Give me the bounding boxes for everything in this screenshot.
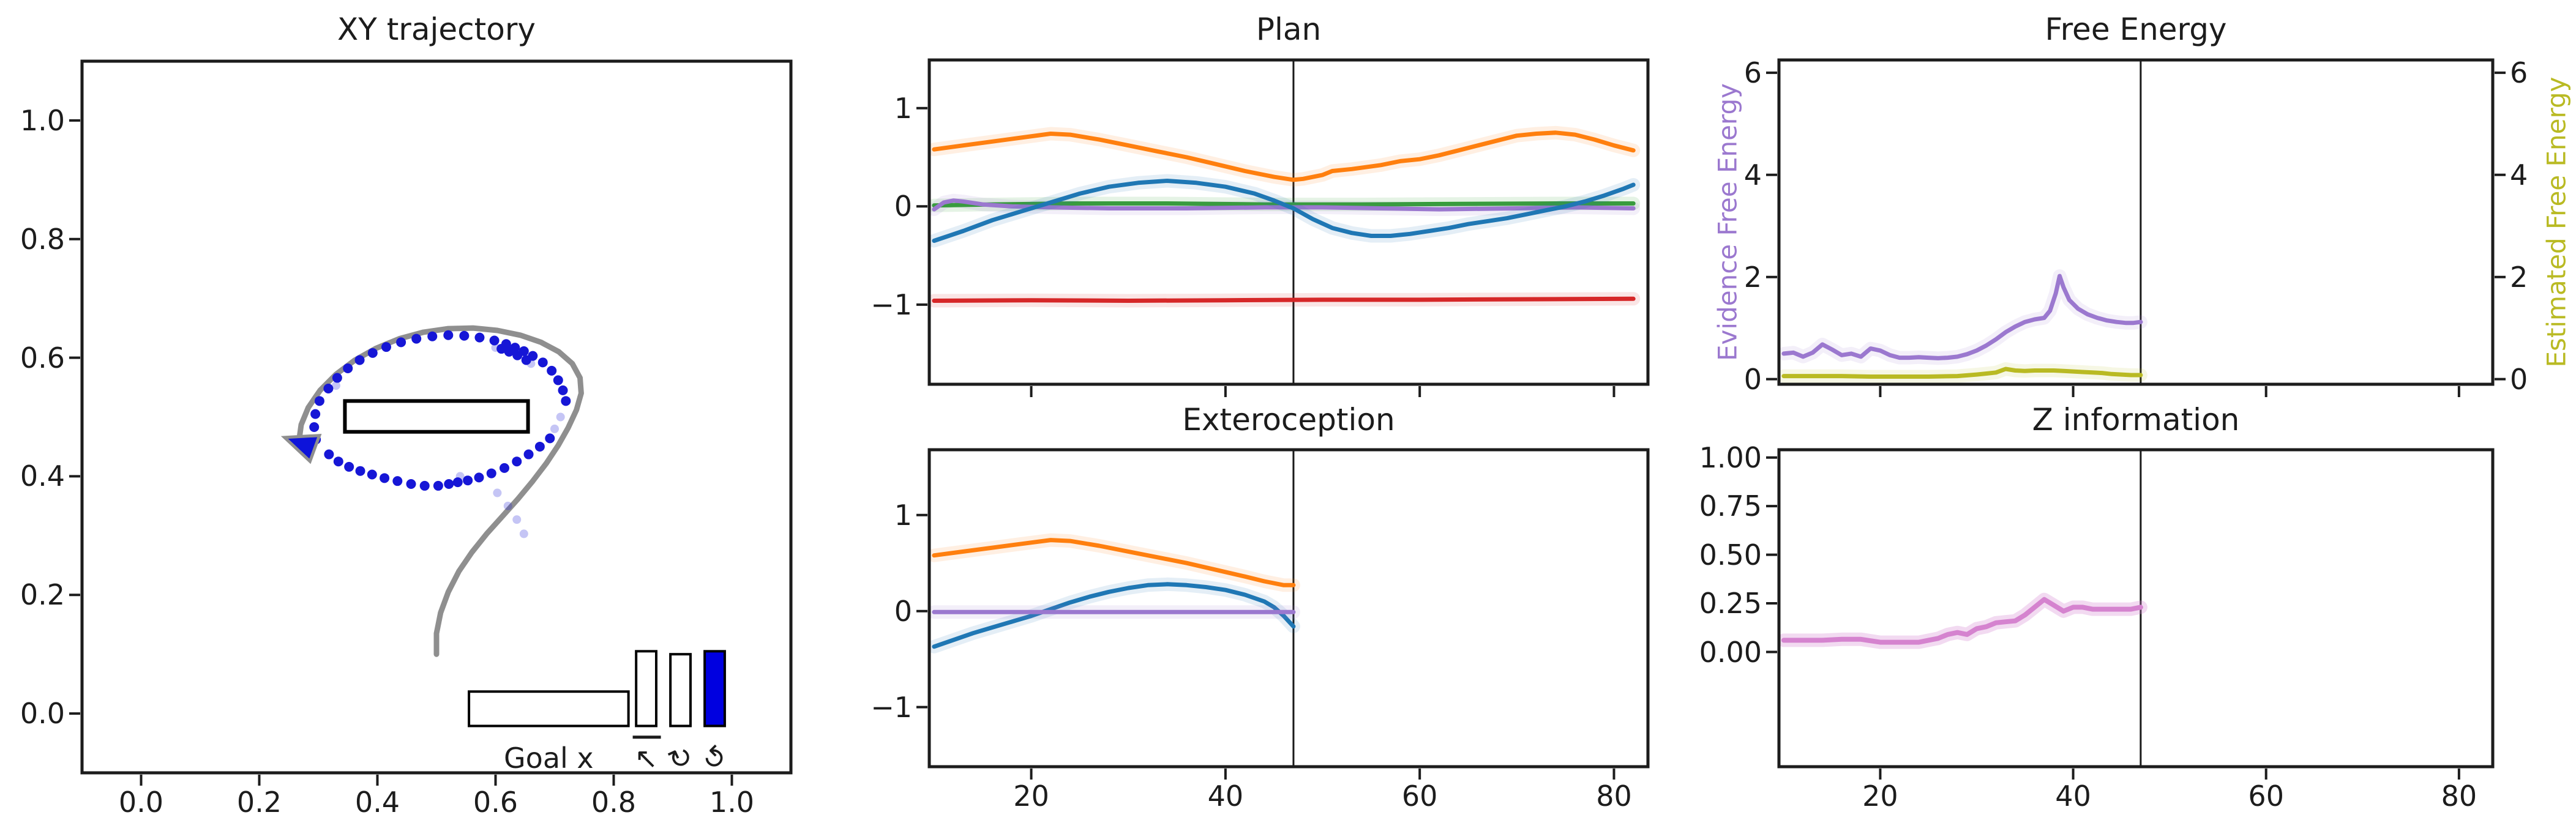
free_energy-series-estimated_free_energy — [1781, 367, 2143, 379]
belief-position-dot — [323, 383, 334, 393]
belief-position-dot — [396, 337, 406, 348]
belief-position-dot — [310, 409, 321, 419]
free_energy-plot-area — [1779, 60, 2147, 384]
xy_trajectory-axes-spines — [80, 59, 793, 775]
belief-position-dot — [489, 335, 500, 346]
predicted-position-dot — [556, 412, 565, 422]
action-icon-0-icon: ↖ — [634, 742, 658, 775]
belief-position-dot — [380, 473, 390, 483]
ylabel-evidence-free-energy: Evidence Free Energy — [1712, 83, 1743, 361]
belief-position-dot — [367, 348, 378, 358]
plan-series-green — [932, 201, 1636, 208]
ylabel-estimated-free-energy: Estimated Free Energy — [2541, 76, 2572, 368]
belief-position-dot — [427, 331, 438, 341]
belief-position-dot — [561, 396, 571, 406]
belief-position-dot — [452, 477, 463, 488]
xy_trajectory-plot-area: Goal x ↖ ↻↺ — [280, 325, 735, 775]
exteroception-series-orange — [932, 538, 1296, 587]
belief-position-dot — [558, 385, 568, 395]
exteroception-plot-area — [929, 450, 1300, 767]
predicted-position-dot — [331, 381, 340, 390]
belief-position-dot — [499, 463, 509, 473]
exteroception-axes-spines — [927, 448, 1650, 769]
predicted-position-dot — [493, 488, 502, 497]
plan-series-blue — [932, 179, 1636, 243]
z_information-plot-area — [1779, 450, 2147, 767]
belief-position-dot — [332, 373, 342, 383]
executed-trajectory — [296, 325, 584, 657]
belief-position-dot — [463, 475, 473, 486]
belief-position-dot — [534, 441, 545, 452]
plan-series-orange — [932, 130, 1636, 182]
free_energy-axes-spines — [1777, 58, 2495, 386]
belief-position-dot — [381, 342, 391, 352]
belief-position-dot — [523, 449, 534, 460]
belief-position-dot — [474, 472, 484, 483]
belief-position-dot — [343, 363, 353, 374]
z_information-series-z_information — [1781, 597, 2143, 645]
exteroception-series-blue — [932, 582, 1296, 649]
action-bar-0 — [635, 650, 657, 728]
belief-position-dot — [419, 480, 430, 491]
belief-position-dot — [474, 332, 485, 343]
plan-series-red — [932, 296, 1636, 303]
belief-position-dot — [433, 480, 443, 491]
goal-x-bar — [468, 690, 630, 728]
belief-position-dot — [443, 330, 454, 340]
belief-position-dot — [504, 346, 514, 357]
belief-position-dot — [486, 468, 496, 478]
belief-position-dot — [459, 330, 470, 341]
belief-position-dot — [314, 396, 324, 406]
agent-marker — [280, 433, 322, 464]
plan-series-orange-band — [929, 125, 1641, 187]
title-exteroception: Exteroception — [1182, 402, 1395, 437]
goal-x-label: Goal x — [504, 742, 594, 775]
belief-position-dot — [553, 375, 563, 385]
predicted-position-dot — [519, 529, 528, 538]
belief-position-dot — [309, 422, 320, 432]
belief-position-dot — [392, 476, 403, 486]
belief-position-dot — [512, 350, 523, 360]
belief-position-dot — [344, 461, 354, 472]
belief-position-dot — [444, 479, 454, 490]
plan-series-purple — [932, 198, 1636, 212]
belief-position-dot — [537, 357, 548, 368]
belief-position-dot — [547, 365, 557, 376]
belief-position-dot — [496, 344, 507, 354]
plan-plot-area — [929, 60, 1641, 384]
belief-position-dot — [367, 469, 377, 480]
belief-position-dot — [411, 333, 422, 344]
plan-series-blue-band — [929, 174, 1641, 248]
belief-position-dot — [406, 479, 416, 490]
free_energy-series-evidence_free_energy-band — [1779, 269, 2147, 365]
obstacle-rect — [343, 399, 530, 434]
action-bar-2 — [703, 650, 726, 728]
action-bar-1 — [669, 653, 692, 728]
belief-position-dot — [545, 433, 555, 444]
belief-position-dot — [512, 456, 522, 467]
belief-position-dot — [333, 456, 343, 467]
predicted-position-dot — [550, 424, 559, 433]
belief-position-dot — [324, 449, 334, 460]
plan-axes-spines — [927, 58, 1650, 386]
belief-position-dot — [354, 355, 365, 365]
predicted-position-dot — [512, 515, 522, 524]
belief-position-dot — [355, 466, 365, 476]
predicted-position-dot — [503, 501, 512, 510]
title-plan: Plan — [1256, 12, 1322, 47]
belief-position-dot — [521, 355, 531, 365]
title-z-information: Z information — [2032, 402, 2240, 437]
title-free-energy: Free Energy — [2045, 12, 2227, 47]
free_energy-series-evidence_free_energy — [1781, 274, 2143, 360]
z_information-axes-spines — [1777, 448, 2495, 769]
title-xy-trajectory: XY trajectory — [337, 12, 536, 47]
